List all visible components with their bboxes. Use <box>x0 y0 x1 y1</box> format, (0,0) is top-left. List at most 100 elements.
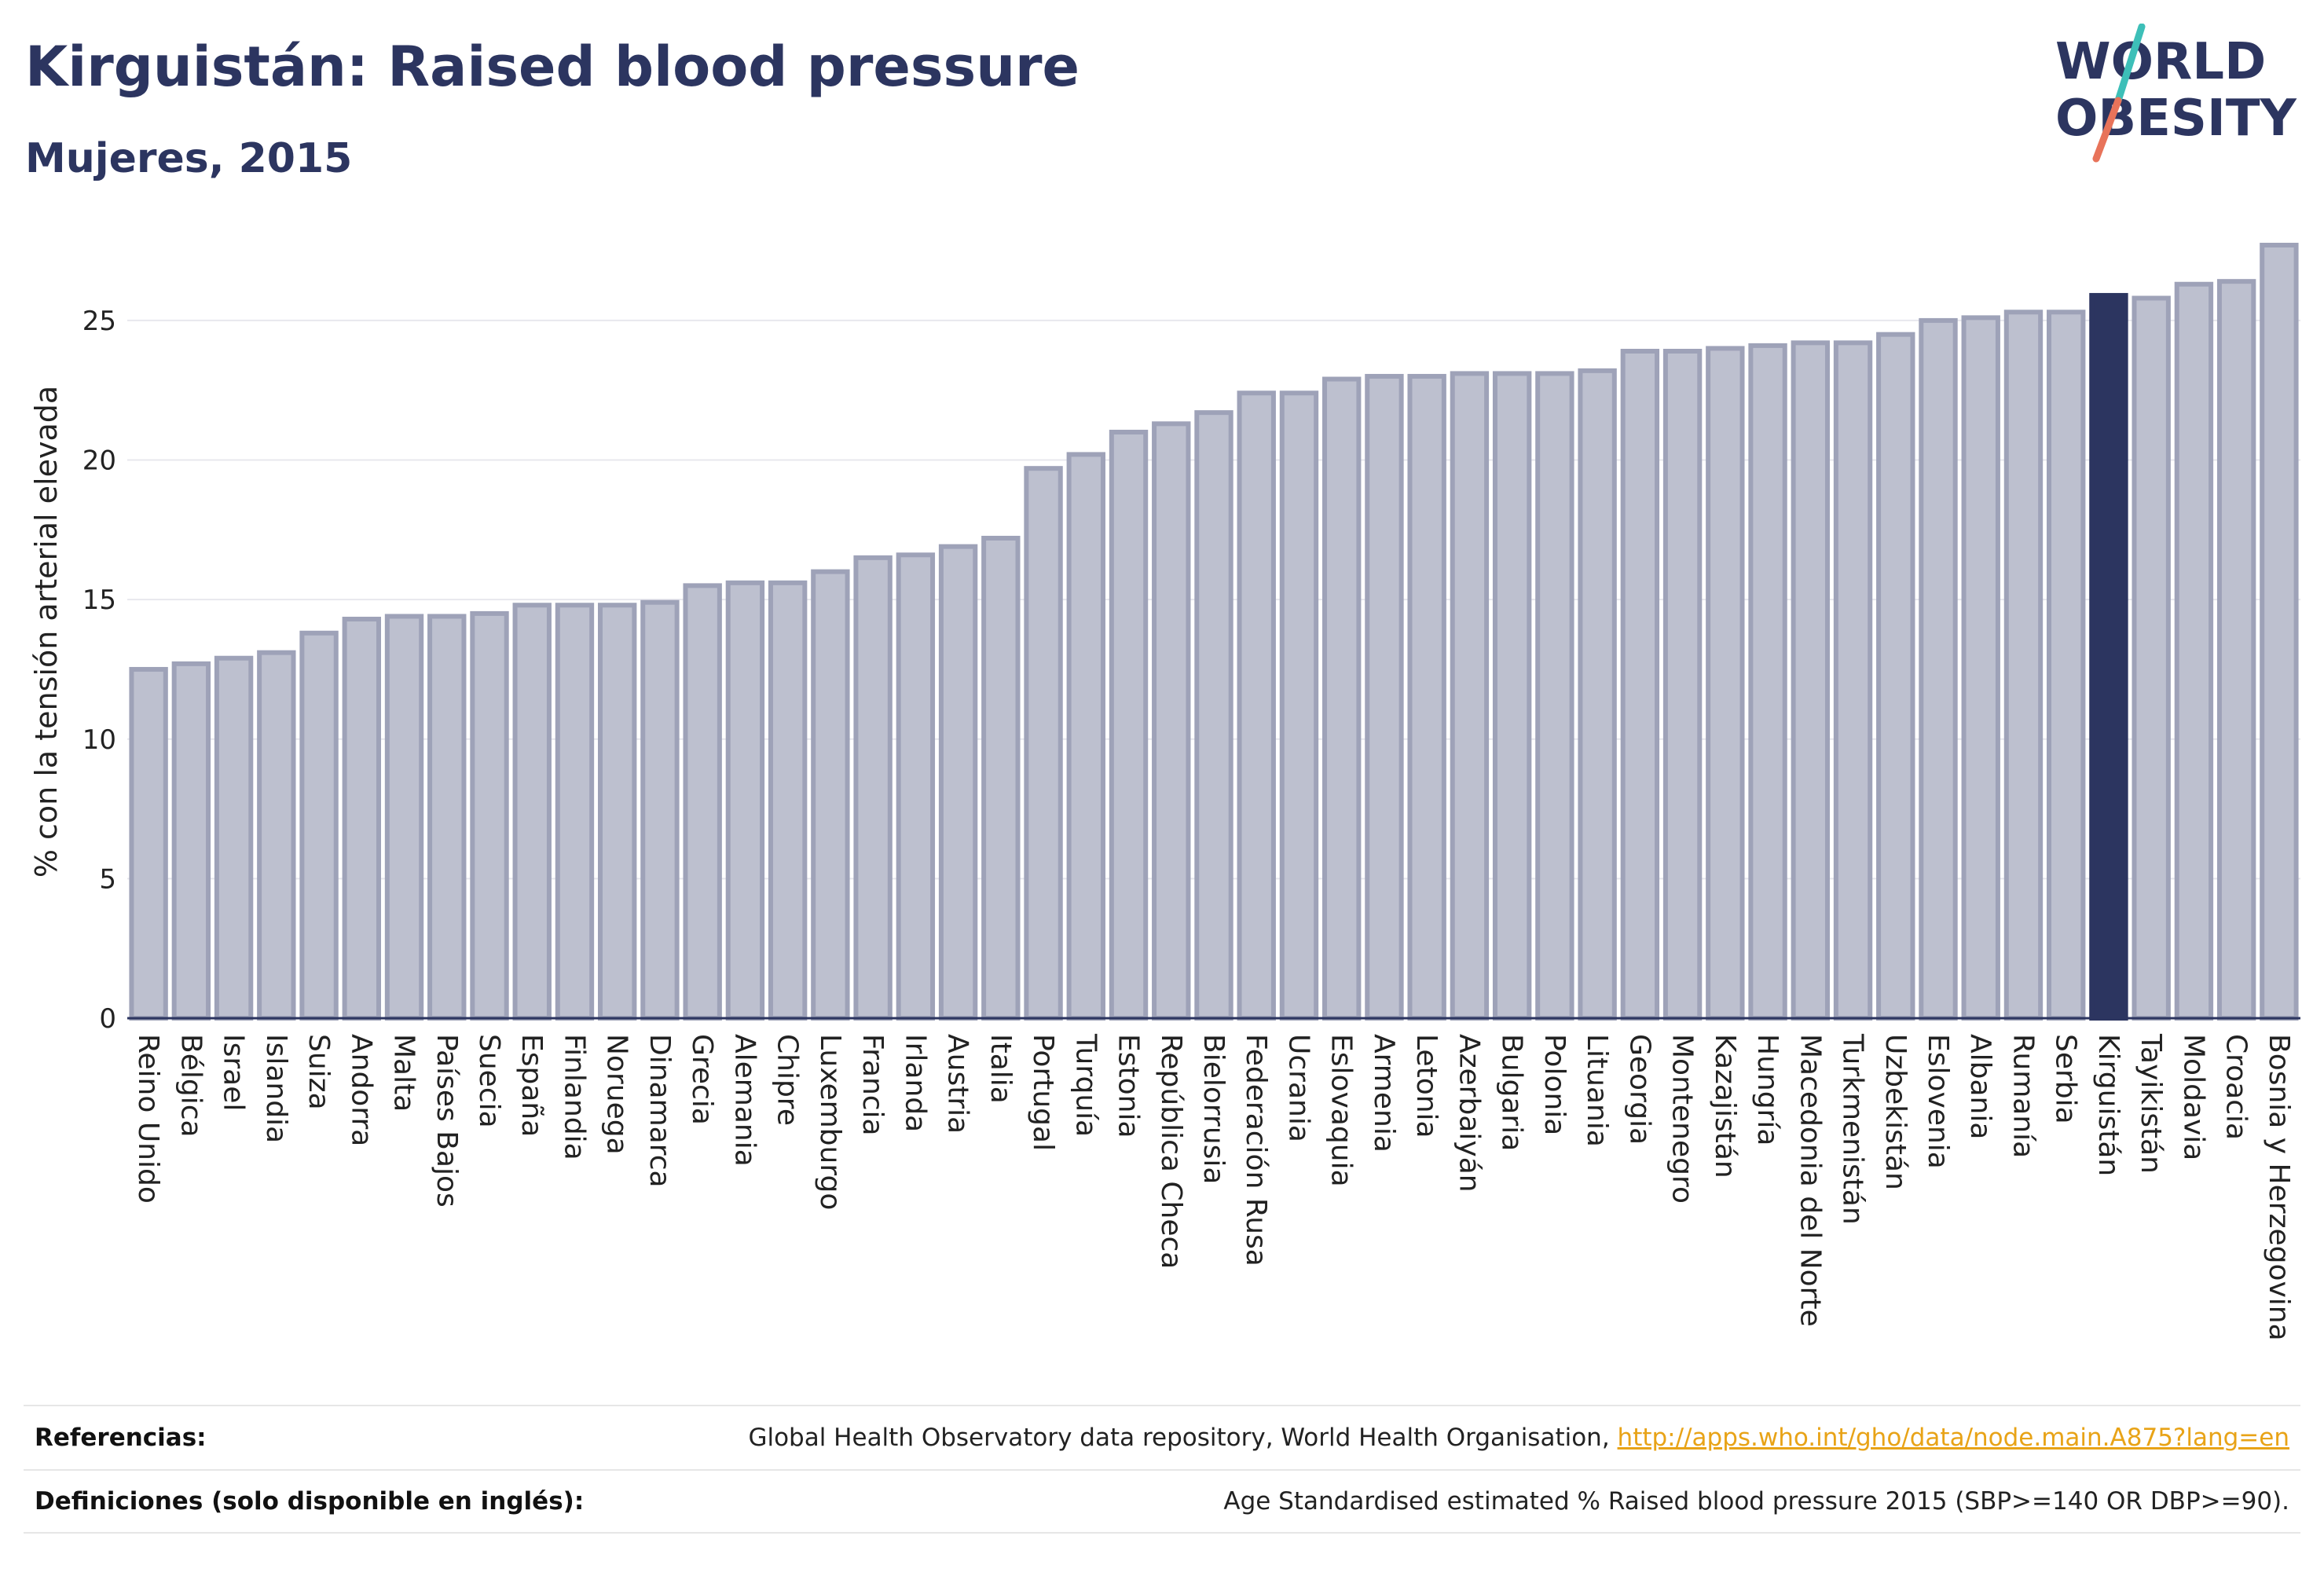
bar <box>1322 376 1362 1021</box>
chart-svg: 0 5 10 15 20 25 % con la tensión arterial elev… <box>29 243 2300 1341</box>
bar <box>598 603 637 1021</box>
x-tick-label: Bosnia y Herzegovina <box>2263 1034 2295 1341</box>
x-tick-label: España <box>515 1034 548 1137</box>
x-tick-label: Finlandia <box>558 1034 590 1160</box>
references-text: Global Health Observatory data repositor… <box>748 1424 1618 1452</box>
bar <box>1876 332 1915 1021</box>
x-tick-label: Eslovenia <box>1922 1034 1954 1169</box>
bar <box>384 614 424 1021</box>
bar <box>2003 310 2044 1021</box>
bar <box>1194 410 1233 1021</box>
logo-line-1: WORLD <box>2055 33 2266 91</box>
bar <box>2216 279 2256 1021</box>
x-tick-label: Polonia <box>1538 1034 1571 1135</box>
x-tick-label: Turquía <box>1069 1033 1102 1137</box>
x-tick-label: Serbia <box>2050 1034 2082 1124</box>
x-tick-label: Macedonia del Norte <box>1794 1034 1826 1327</box>
bar <box>129 666 168 1021</box>
bar <box>683 583 722 1021</box>
bar <box>1791 340 1830 1021</box>
x-tick-label: Rumanía <box>2007 1034 2039 1158</box>
y-axis-label: % con la tensión arterial elevada <box>29 386 64 878</box>
x-tick-label: Kazajistán <box>1709 1034 1741 1178</box>
bar <box>1535 371 1574 1021</box>
bar <box>1492 371 1532 1021</box>
x-tick-label: Letonia <box>1410 1034 1442 1138</box>
x-tick-label: Lituania <box>1581 1034 1613 1147</box>
x-tick-label: Noruega <box>601 1034 633 1155</box>
x-tick-label: Irlanda <box>899 1034 931 1132</box>
bar <box>1024 466 1063 1021</box>
x-tick-label: Dinamarca <box>643 1034 676 1188</box>
bar <box>640 599 680 1021</box>
bar <box>1109 430 1149 1021</box>
x-tick-label: Andorra <box>345 1034 377 1146</box>
x-tick-label: Uzbekistán <box>1879 1034 1912 1190</box>
x-tick-label: Luxemburgo <box>814 1034 846 1210</box>
x-tick-label: Armenia <box>1368 1034 1400 1153</box>
y-tick-label: 20 <box>82 445 116 477</box>
bar <box>725 580 765 1021</box>
bar <box>257 650 296 1021</box>
world-obesity-logo: WORLD OBESITY <box>2055 24 2297 163</box>
references-label: Referencias: <box>35 1424 207 1452</box>
x-tick-label: Italia <box>984 1034 1017 1104</box>
logo-line-2: OBESITY <box>2055 90 2297 148</box>
bar <box>1706 346 1745 1021</box>
bar <box>427 614 467 1021</box>
bar <box>555 603 595 1021</box>
x-tick-label: Eslovaquia <box>1325 1034 1358 1187</box>
bar <box>853 555 893 1021</box>
logo-slash-teal <box>2114 24 2146 104</box>
x-tick-label: Malta <box>388 1034 420 1112</box>
bar <box>1237 390 1276 1021</box>
bar <box>1407 373 1446 1021</box>
x-tick-label: Chipre <box>772 1034 804 1126</box>
bar <box>512 603 552 1021</box>
x-tick-label: Países Bajos <box>431 1034 463 1208</box>
x-tick-label: Israel <box>218 1034 250 1111</box>
definitions-row: Definiciones (solo disponible en inglés)… <box>24 1469 2300 1534</box>
bar <box>171 661 211 1021</box>
bar <box>470 610 509 1021</box>
references-row: Referencias: Global Health Observatory d… <box>24 1405 2300 1469</box>
bar <box>2089 292 2128 1021</box>
x-tick-label: Reino Unido <box>132 1034 164 1204</box>
bar <box>1620 348 1660 1021</box>
bar <box>2047 310 2086 1021</box>
page-subtitle: Mujeres, 2015 <box>25 135 353 182</box>
bar <box>1662 348 1703 1021</box>
footer: Referencias: Global Health Observatory d… <box>24 1405 2300 1534</box>
bar <box>811 569 850 1021</box>
x-tick-label: Suecia <box>473 1034 505 1128</box>
bar <box>299 630 339 1021</box>
x-tick-label: Albania <box>1964 1034 1996 1139</box>
logo-slash-coral <box>2092 97 2122 163</box>
definitions-text: Age Standardised estimated % Raised bloo… <box>1223 1487 2289 1516</box>
x-tick-label: Ucrania <box>1282 1034 1314 1142</box>
bar <box>1066 452 1105 1021</box>
bar <box>1748 343 1787 1021</box>
x-tick-label: Bélgica <box>174 1034 207 1138</box>
references-link[interactable]: http://apps.who.int/gho/data/node.main.A… <box>1617 1424 2289 1452</box>
bar <box>1961 315 2000 1021</box>
y-tick-label: 0 <box>99 1003 116 1035</box>
bar <box>342 617 381 1021</box>
page-title: Kirguistán: Raised blood pressure <box>25 35 1080 99</box>
x-tick-label: Bielorrusia <box>1197 1034 1230 1184</box>
x-tick-label: Suiza <box>302 1034 335 1110</box>
x-tick-label: Turkmenistán <box>1837 1033 1869 1225</box>
x-tick-label: Kirguistán <box>2092 1034 2124 1176</box>
bar <box>896 552 936 1021</box>
bar <box>1578 368 1617 1021</box>
x-tick-label: Estonia <box>1113 1034 1145 1138</box>
x-tick-label: Hungría <box>1751 1034 1783 1145</box>
x-tick-label: Portugal <box>1027 1034 1059 1151</box>
bar <box>2132 295 2171 1021</box>
bar <box>1279 390 1319 1021</box>
x-tick-label: Moldavia <box>2177 1034 2209 1160</box>
y-tick-label: 10 <box>82 724 116 756</box>
bar <box>214 655 254 1021</box>
x-tick-label: Grecia <box>686 1034 718 1125</box>
x-tick-label: Alemania <box>728 1034 761 1167</box>
